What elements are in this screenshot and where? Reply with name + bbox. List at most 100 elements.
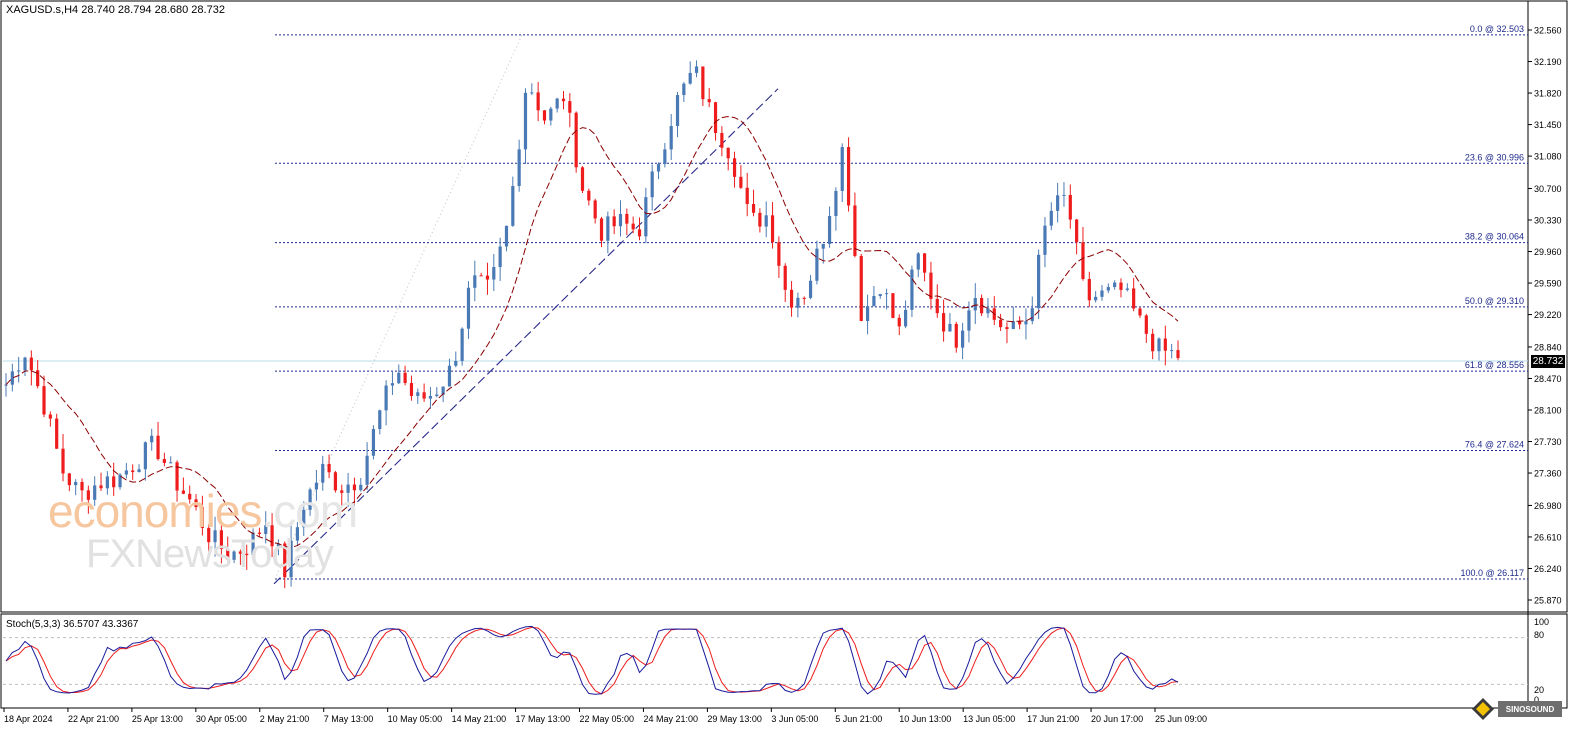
candle-body bbox=[1081, 242, 1085, 279]
candle-body bbox=[1011, 321, 1015, 330]
y-tick-label: 25.870 bbox=[1534, 596, 1562, 606]
candle-body bbox=[232, 551, 236, 560]
candle-body bbox=[1056, 195, 1060, 211]
candle-body bbox=[23, 357, 27, 371]
x-tick-label: 25 Jun 09:00 bbox=[1155, 714, 1207, 724]
candle-body bbox=[891, 293, 895, 318]
candle-body bbox=[758, 212, 762, 227]
fib-label: 0.0 @ 32.503 bbox=[1470, 24, 1524, 34]
candle-body bbox=[1113, 282, 1117, 288]
candle-body bbox=[732, 158, 737, 177]
y-tick-label: 28.470 bbox=[1534, 374, 1562, 384]
candle-body bbox=[61, 448, 65, 474]
current-price-tag: 28.732 bbox=[1531, 355, 1565, 368]
candle-body bbox=[1024, 321, 1028, 325]
candle-body bbox=[289, 540, 293, 578]
candle-body bbox=[536, 92, 540, 111]
y-tick-label: 26.980 bbox=[1534, 501, 1562, 511]
y-tick-label: 26.240 bbox=[1534, 564, 1562, 574]
candle-body bbox=[644, 197, 648, 237]
candle-body bbox=[523, 92, 528, 150]
stoch-axis-label: 100 bbox=[1534, 617, 1549, 627]
candle-body bbox=[1030, 308, 1034, 322]
candle-body bbox=[859, 255, 863, 321]
symbol-header: XAGUSD.s,H4 28.740 28.794 28.680 28.732 bbox=[6, 4, 225, 16]
candle-body bbox=[903, 309, 908, 327]
candle-body bbox=[549, 108, 553, 121]
y-tick-label: 31.450 bbox=[1534, 120, 1562, 130]
candle-body bbox=[245, 553, 249, 556]
candles bbox=[4, 60, 1180, 589]
candle-body bbox=[631, 223, 635, 230]
x-tick-label: 22 Apr 21:00 bbox=[68, 714, 119, 724]
candle-body bbox=[194, 499, 198, 507]
candle-body bbox=[86, 490, 90, 500]
time-axis: 18 Apr 2024 22 Apr 21:00 25 Apr 13:00 30 Ap… bbox=[3, 708, 1207, 724]
y-tick-label: 27.360 bbox=[1534, 469, 1562, 479]
chart-frame bbox=[0, 0, 1568, 709]
y-tick-label: 26.610 bbox=[1534, 532, 1562, 542]
candle-body bbox=[561, 98, 566, 102]
candle-body bbox=[834, 190, 838, 217]
candle-body bbox=[821, 243, 825, 249]
candle-body bbox=[1100, 290, 1104, 297]
candle-body bbox=[257, 532, 262, 534]
stoch-axis-label: 0 bbox=[1534, 695, 1539, 705]
candle-body bbox=[1087, 278, 1091, 301]
candle-body bbox=[1037, 254, 1041, 309]
candle-body bbox=[479, 275, 483, 277]
candle-body bbox=[17, 370, 21, 372]
candle-body bbox=[796, 297, 800, 308]
candle-body bbox=[1119, 282, 1123, 290]
candle-body bbox=[251, 532, 255, 556]
x-tick-label: 13 Jun 05:00 bbox=[963, 714, 1015, 724]
candle-body bbox=[530, 92, 534, 94]
candle-body bbox=[378, 410, 382, 430]
x-tick-label: 18 Apr 2024 bbox=[4, 714, 53, 724]
moving-average bbox=[5, 115, 1179, 548]
candle-body bbox=[1151, 333, 1155, 352]
candle-body bbox=[1018, 321, 1022, 325]
x-tick-label: 2 May 21:00 bbox=[260, 714, 310, 724]
candle-body bbox=[295, 527, 300, 541]
candle-body bbox=[4, 384, 8, 386]
corner-logo-text: SINOSOUND bbox=[1506, 705, 1555, 714]
candle-body bbox=[650, 171, 654, 198]
candle-body bbox=[498, 246, 502, 268]
candle-body bbox=[219, 530, 223, 549]
candle-body bbox=[910, 269, 914, 310]
candle-body bbox=[409, 382, 414, 396]
candle-body bbox=[99, 485, 103, 489]
candle-body bbox=[663, 149, 667, 165]
y-tick-label: 31.080 bbox=[1534, 152, 1562, 162]
x-tick-label: 7 May 13:00 bbox=[324, 714, 374, 724]
x-tick-label: 17 Jun 21:00 bbox=[1027, 714, 1079, 724]
candle-body bbox=[783, 265, 787, 290]
candle-body bbox=[150, 435, 154, 443]
candle-body bbox=[213, 530, 217, 543]
candle-body bbox=[1163, 338, 1167, 351]
candle-body bbox=[169, 462, 173, 464]
fib-label: 50.0 @ 29.310 bbox=[1465, 296, 1524, 306]
candle-body bbox=[264, 525, 268, 534]
candle-body bbox=[143, 442, 147, 470]
ma-line bbox=[5, 115, 1179, 548]
candle-body bbox=[682, 83, 686, 96]
x-tick-label: 10 May 05:00 bbox=[388, 714, 443, 724]
candle-body bbox=[637, 229, 642, 237]
candle-body bbox=[48, 414, 52, 419]
candle-body bbox=[827, 216, 832, 244]
x-tick-label: 17 May 13:00 bbox=[516, 714, 571, 724]
candle-body bbox=[384, 385, 388, 411]
candle-body bbox=[669, 126, 673, 150]
y-tick-label: 32.560 bbox=[1534, 26, 1562, 36]
candle-body bbox=[137, 469, 141, 473]
candle-body bbox=[922, 253, 927, 273]
candle-body bbox=[118, 474, 122, 488]
x-tick-label: 14 May 21:00 bbox=[452, 714, 507, 724]
candle-body bbox=[352, 484, 357, 491]
candle-body bbox=[745, 187, 749, 204]
candle-body bbox=[999, 319, 1003, 328]
